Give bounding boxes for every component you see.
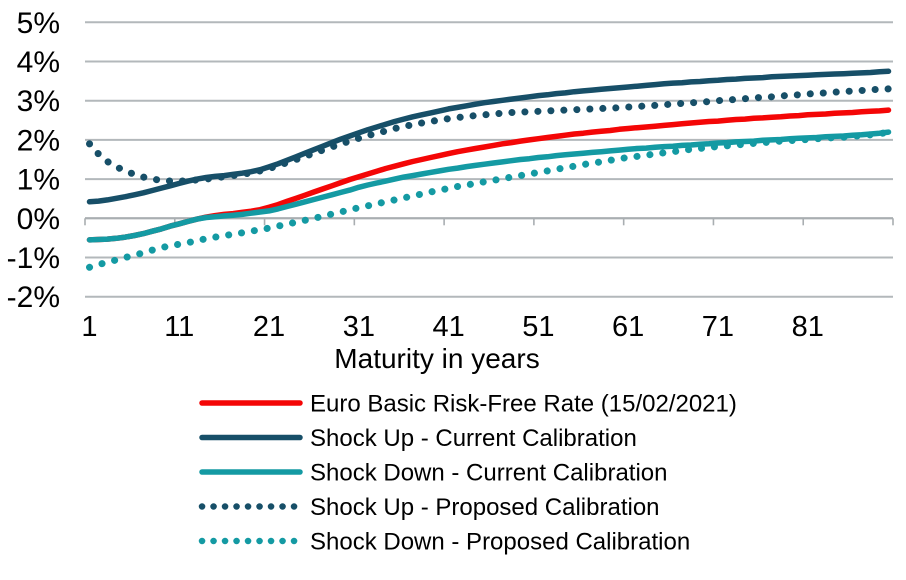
y-tick-label: 5% [17, 7, 60, 40]
legend-label-shock-up-proposed: Shock Up - Proposed Calibration [310, 494, 660, 521]
x-axis-title: Maturity in years [334, 343, 539, 374]
series-line-3 [86, 85, 892, 185]
x-tick-label: 21 [253, 311, 285, 343]
series-line-4 [86, 129, 892, 271]
x-tick-label: 51 [522, 311, 554, 343]
y-axis-labels: 5% 4% 3% 2% 1% 0% -1% -2% [7, 7, 60, 314]
gridlines [85, 21, 893, 298]
y-tick-label: 2% [17, 124, 60, 157]
x-tick-label: 61 [612, 311, 644, 343]
series-line-1 [86, 68, 892, 205]
x-tick-label: 31 [343, 311, 375, 343]
legend-label-basic-rfr: Euro Basic Risk-Free Rate (15/02/2021) [310, 391, 737, 418]
x-axis-labels: 1 11 21 31 41 51 61 71 81 [81, 311, 823, 343]
x-tick-label: 11 [164, 311, 194, 343]
y-tick-label: 3% [17, 85, 60, 118]
x-tick-label: 1 [81, 311, 97, 343]
y-tick-label: 0% [17, 203, 60, 236]
y-tick-label: 4% [17, 46, 60, 79]
series-lines [86, 68, 892, 271]
y-tick-label: -2% [7, 281, 60, 314]
legend-label-shock-down-current: Shock Down - Current Calibration [310, 460, 667, 487]
legend-samples [198, 400, 304, 545]
legend-label-shock-up-current: Shock Up - Current Calibration [310, 425, 637, 452]
y-tick-label: -1% [7, 242, 60, 275]
legend-labels: Euro Basic Risk-Free Rate (15/02/2021) S… [310, 391, 737, 556]
x-tick-label: 81 [792, 311, 824, 343]
x-tick-label: 41 [432, 311, 464, 343]
y-tick-label: 1% [17, 164, 60, 197]
legend-label-shock-down-proposed: Shock Down - Proposed Calibration [310, 529, 690, 556]
x-tick-label: 71 [702, 311, 734, 343]
